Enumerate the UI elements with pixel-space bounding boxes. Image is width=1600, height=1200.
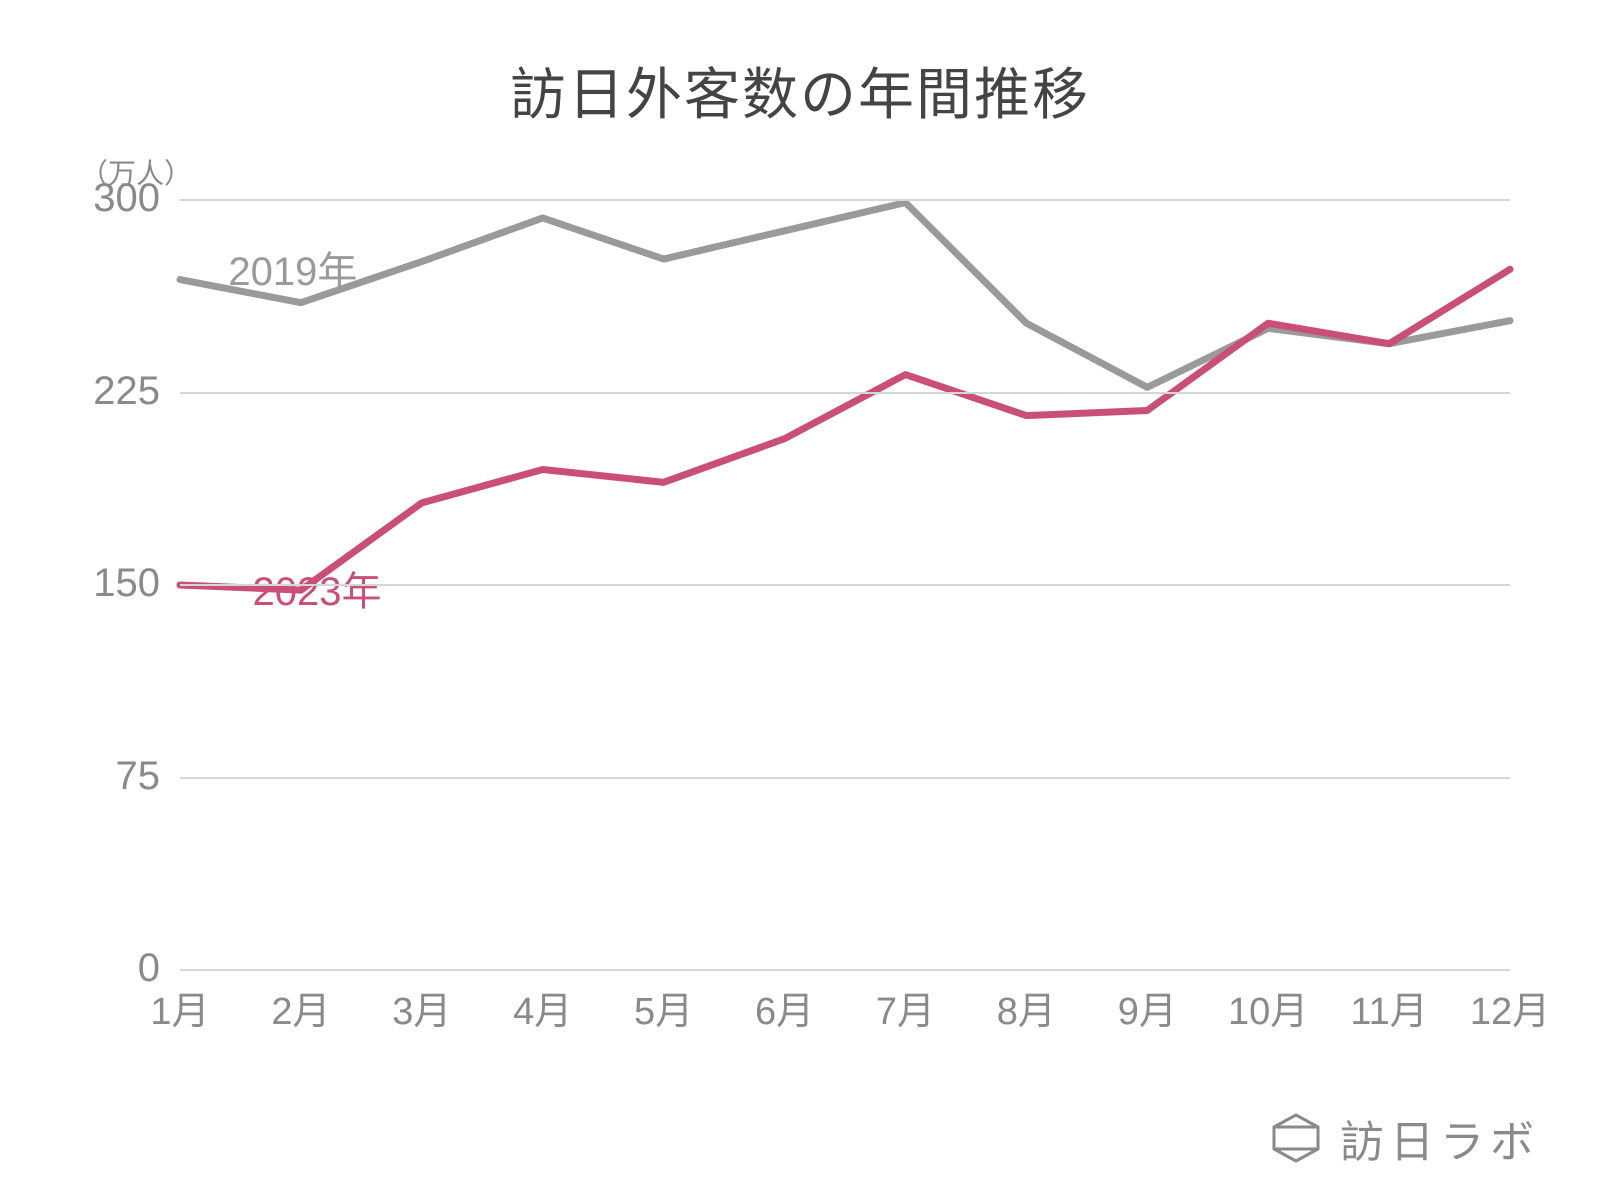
gridline — [180, 777, 1510, 779]
brand-mark: 訪日ラボ — [1270, 1106, 1540, 1170]
brand-hexagon-icon — [1270, 1112, 1322, 1164]
series-label: 2019年 — [228, 239, 357, 297]
x-tick-label: 10月 — [1228, 980, 1308, 1035]
x-tick-label: 11月 — [1350, 980, 1427, 1035]
x-tick-label: 4月 — [513, 980, 572, 1035]
gridline — [180, 199, 1510, 201]
x-tick-label: 2月 — [271, 980, 330, 1035]
gridline — [180, 392, 1510, 394]
chart-title: 訪日外客数の年間推移 — [0, 50, 1600, 131]
x-tick-label: 8月 — [997, 980, 1056, 1035]
series-line — [180, 269, 1510, 590]
x-tick-label: 5月 — [634, 980, 693, 1035]
x-tick-label: 6月 — [755, 980, 814, 1035]
series-label: 2023年 — [253, 559, 382, 617]
x-tick-label: 9月 — [1118, 980, 1177, 1035]
series-line — [180, 203, 1510, 388]
gridline — [180, 584, 1510, 586]
chart-container: 訪日外客数の年間推移 075150225300 1月2月3月4月5月6月7月8月… — [0, 0, 1600, 1200]
y-axis-unit: （万人） — [80, 152, 192, 192]
y-tick-label: 225 — [60, 369, 160, 414]
y-tick-label: 0 — [60, 946, 160, 991]
x-tick-label: 1月 — [150, 980, 209, 1035]
gridline — [180, 969, 1510, 971]
y-tick-label: 75 — [60, 754, 160, 799]
x-tick-label: 12月 — [1470, 980, 1550, 1035]
brand-text: 訪日ラボ — [1340, 1106, 1540, 1170]
x-tick-label: 3月 — [392, 980, 451, 1035]
x-tick-label: 7月 — [876, 980, 935, 1035]
y-tick-label: 150 — [60, 561, 160, 606]
